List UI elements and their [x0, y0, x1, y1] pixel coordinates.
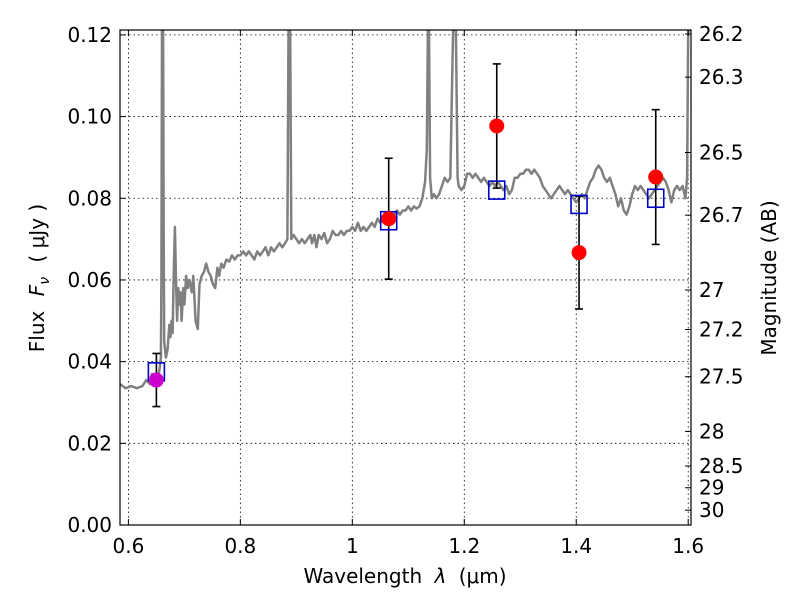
y2-axis-label: Magnitude (AB) — [757, 200, 781, 355]
x-tick-label: 0.6 — [112, 534, 144, 558]
y-tick-label: 0.04 — [67, 350, 112, 374]
spectrum-line — [120, 30, 691, 390]
observed-photometry-point — [489, 118, 505, 134]
x-tick-label: 0.8 — [224, 534, 256, 558]
x-tick-label: 1 — [346, 534, 359, 558]
y2-tick-label: 27 — [699, 278, 724, 302]
grid — [120, 30, 691, 525]
x-axis-label: Wavelength λ (μm) — [303, 564, 506, 588]
y-tick-label: 0.00 — [67, 513, 112, 537]
y2-tick-label: 29 — [699, 476, 724, 500]
y2-tick-label: 26.7 — [699, 203, 744, 227]
y-tick-label: 0.10 — [67, 105, 112, 129]
y2-tick-label: 26.3 — [699, 65, 744, 89]
y-tick-label: 0.06 — [67, 268, 112, 292]
model-photometry-marker — [487, 180, 506, 200]
observed-photometry-point — [571, 245, 587, 261]
plot-frame — [119, 29, 692, 526]
y2-tick-label: 28.5 — [699, 454, 744, 478]
model-photometry-marker — [646, 188, 665, 209]
y-axis-label: Flux Fν ( μJy ) — [25, 204, 54, 352]
y2-tick-label: 26.2 — [699, 22, 744, 46]
y2-tick-label: 30 — [699, 498, 724, 522]
y-tick-label: 0.12 — [67, 23, 112, 47]
y-tick-label: 0.08 — [67, 186, 112, 210]
x-tick-label: 1.2 — [448, 534, 480, 558]
observed-photometry-point — [381, 211, 397, 227]
plot-area — [120, 30, 691, 390]
y2-tick-label: 27.2 — [699, 318, 744, 342]
model-photometry-marker — [570, 194, 588, 215]
y2-tick-label: 27.5 — [699, 365, 744, 389]
y2-tick-label: 26.5 — [699, 140, 744, 164]
markers — [147, 63, 665, 408]
x-tick-label: 1.6 — [672, 534, 704, 558]
x-tick-label: 1.4 — [560, 534, 592, 558]
y2-tick-label: 28 — [699, 419, 724, 443]
axis-ticks: 0.6 0.8 1 1.2 1.4 1.6 0.00 0.02 0.04 0.06 0.08 0.10… — [67, 22, 743, 558]
y-tick-label: 0.02 — [67, 431, 112, 455]
observed-photometry-point — [148, 372, 164, 388]
observed-photometry-point — [648, 169, 664, 185]
